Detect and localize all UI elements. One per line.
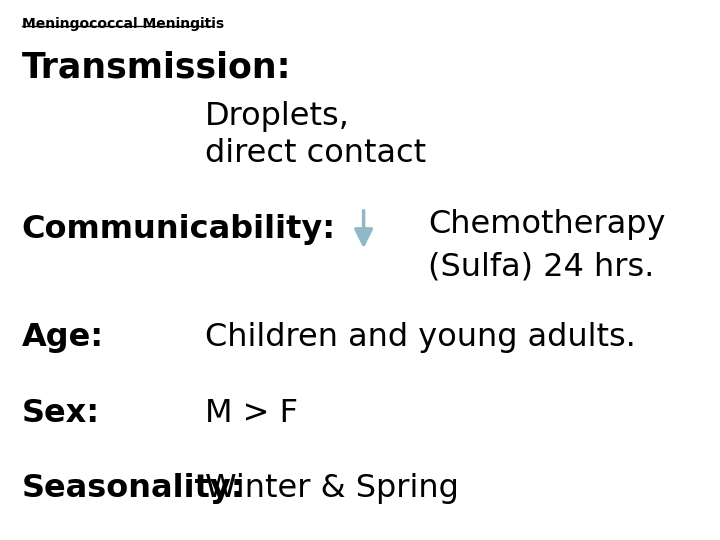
Text: Winter & Spring: Winter & Spring: [205, 473, 459, 504]
Text: Communicability:: Communicability:: [22, 214, 336, 245]
Text: (Sulfa) 24 hrs.: (Sulfa) 24 hrs.: [428, 252, 654, 283]
Text: Chemotherapy: Chemotherapy: [428, 208, 666, 240]
Text: Sex:: Sex:: [22, 397, 100, 429]
Text: Droplets,: Droplets,: [205, 100, 350, 132]
Text: Transmission:: Transmission:: [22, 51, 291, 84]
Text: Children and young adults.: Children and young adults.: [205, 322, 636, 353]
Text: M > F: M > F: [205, 397, 298, 429]
Text: Seasonality:: Seasonality:: [22, 473, 244, 504]
Text: Meningococcal Meningitis: Meningococcal Meningitis: [22, 17, 224, 31]
Text: Age:: Age:: [22, 322, 104, 353]
Text: direct contact: direct contact: [205, 138, 426, 170]
